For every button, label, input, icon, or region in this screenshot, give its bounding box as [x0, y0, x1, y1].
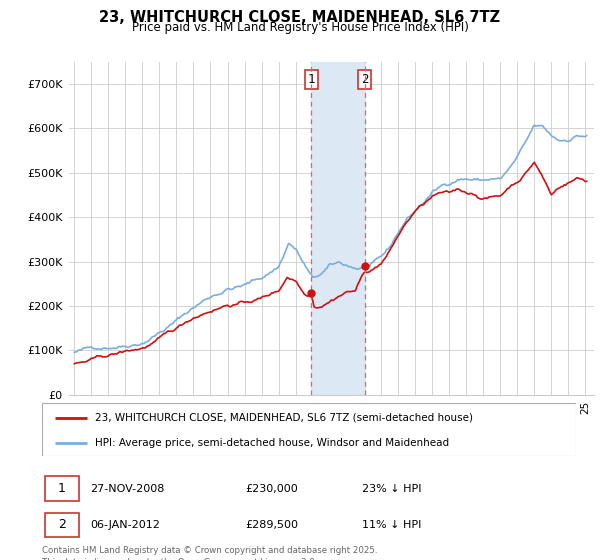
Text: Price paid vs. HM Land Registry's House Price Index (HPI): Price paid vs. HM Land Registry's House … [131, 21, 469, 34]
Text: 23, WHITCHURCH CLOSE, MAIDENHEAD, SL6 7TZ: 23, WHITCHURCH CLOSE, MAIDENHEAD, SL6 7T… [100, 10, 500, 25]
Text: 2: 2 [58, 519, 65, 531]
Text: 11% ↓ HPI: 11% ↓ HPI [362, 520, 422, 530]
Text: 1: 1 [308, 73, 315, 86]
Text: £230,000: £230,000 [245, 484, 298, 493]
Text: £289,500: £289,500 [245, 520, 298, 530]
Bar [311, 62, 365, 395]
FancyBboxPatch shape [44, 513, 79, 538]
Text: 23, WHITCHURCH CLOSE, MAIDENHEAD, SL6 7TZ (semi-detached house): 23, WHITCHURCH CLOSE, MAIDENHEAD, SL6 7T… [95, 413, 473, 423]
Text: HPI: Average price, semi-detached house, Windsor and Maidenhead: HPI: Average price, semi-detached house,… [95, 438, 449, 448]
FancyBboxPatch shape [44, 476, 79, 501]
Text: 1: 1 [58, 482, 65, 495]
FancyBboxPatch shape [42, 403, 576, 456]
Text: 23% ↓ HPI: 23% ↓ HPI [362, 484, 422, 493]
Text: Contains HM Land Registry data © Crown copyright and database right 2025.
This d: Contains HM Land Registry data © Crown c… [42, 546, 377, 560]
Text: 2: 2 [361, 73, 368, 86]
Text: 06-JAN-2012: 06-JAN-2012 [90, 520, 160, 530]
Text: 27-NOV-2008: 27-NOV-2008 [90, 484, 164, 493]
